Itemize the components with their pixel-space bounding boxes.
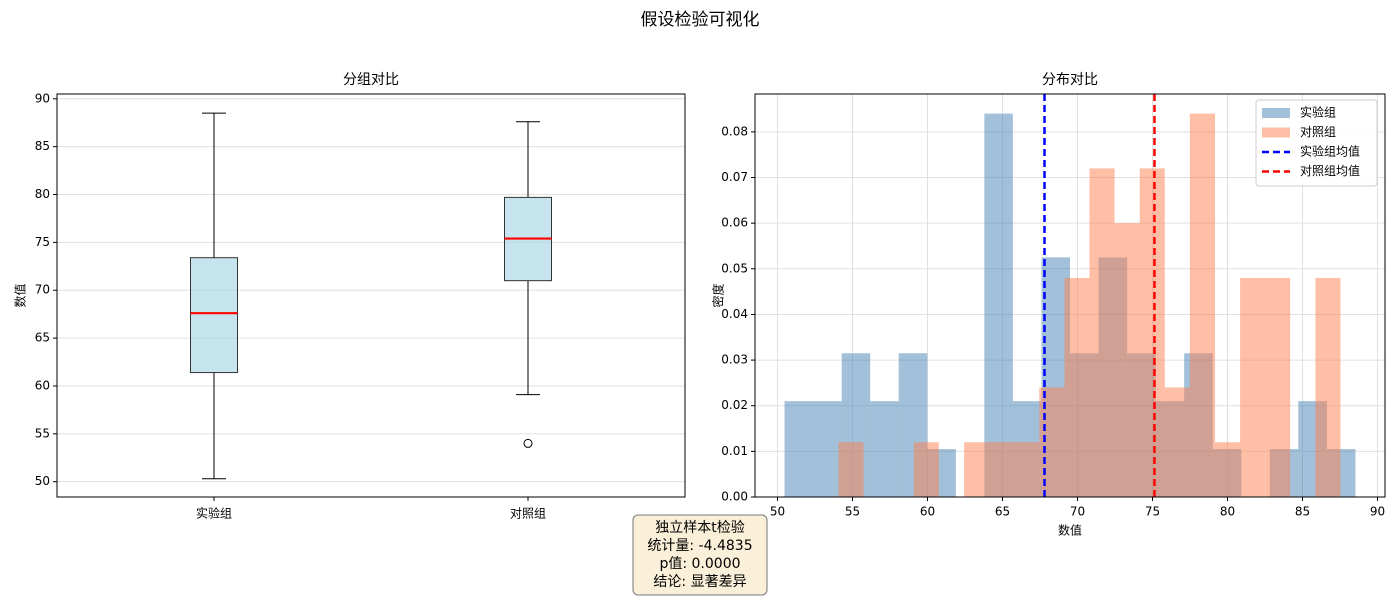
annotation-line: p值: 0.0000 [659, 556, 740, 572]
box [190, 257, 238, 374]
x-tick-label: 85 [1295, 505, 1310, 519]
histogram-bar [1164, 387, 1190, 497]
y-tick-label: 60 [35, 378, 50, 392]
y-tick-label: 80 [35, 187, 50, 201]
y-tick-label: 85 [35, 139, 50, 153]
y-tick-label: 0.07 [721, 170, 748, 184]
y-tick-label: 0.00 [721, 490, 748, 504]
legend-label: 对照组 [1300, 125, 1336, 139]
x-tick-label: 实验组 [196, 506, 232, 521]
x-tick-label: 60 [920, 505, 935, 519]
y-tick-label: 90 [35, 91, 50, 105]
y-tick-label: 50 [35, 474, 50, 488]
flier [523, 438, 533, 448]
x-axis-label: 数值 [1058, 523, 1082, 538]
annotation-line: 独立样本t检验 [655, 520, 745, 536]
histogram-bar [1014, 442, 1040, 497]
x-tick-label: 50 [770, 505, 785, 519]
plot: 0.00 0.01 0.02 0.03 0.04 0.05 0.06 0.07 0.08 50 55… [721, 93, 1386, 519]
histogram-bar [989, 442, 1015, 497]
histogram-bar [984, 113, 1013, 497]
x-tick-label: 80 [1220, 505, 1235, 519]
y-axis-label: 密度 [711, 283, 726, 307]
histogram-bar [813, 401, 842, 497]
histogram-bar [1139, 168, 1165, 497]
y-tick-label: 0.05 [721, 261, 748, 275]
annotation-line: 统计量: -4.4835 [647, 538, 752, 554]
legend-label: 实验组均值 [1300, 144, 1360, 159]
histogram-bar [1089, 168, 1115, 497]
x-tick-label: 75 [1145, 505, 1160, 519]
x-tick-label: 对照组 [510, 507, 546, 521]
y-tick-label: 65 [35, 331, 50, 345]
plot: 50 55 60 65 70 75 80 85 90 实验组 对照组 [35, 91, 686, 521]
histogram-bar [1265, 277, 1291, 497]
x-tick-label: 90 [1370, 505, 1385, 519]
y-tick-label: 0.08 [721, 124, 748, 138]
y-tick-label: 55 [35, 426, 50, 440]
histogram-bar [1189, 113, 1216, 497]
legend-label: 对照组均值 [1300, 163, 1360, 178]
axes-title: 分布对比 [1042, 72, 1098, 88]
annotation-line: 结论: 显著差异 [653, 574, 746, 590]
histogram-bar [784, 401, 814, 497]
y-tick-label: 0.06 [721, 216, 748, 230]
histogram-bar [913, 442, 939, 497]
histogram-bar [1114, 223, 1140, 497]
x-tick-label: 65 [995, 505, 1010, 519]
figure-title: 假设检验可视化 [641, 10, 760, 30]
y-tick-label: 0.01 [721, 444, 748, 458]
histogram-bar [1315, 277, 1341, 497]
legend-patch [1262, 127, 1290, 138]
x-tick-label: 70 [1070, 505, 1085, 519]
histogram-bar [1240, 277, 1266, 497]
y-axis-label: 数值 [13, 283, 28, 307]
histogram-bar [1215, 442, 1241, 497]
annotation-box [632, 514, 768, 596]
y-tick-label: 0.02 [721, 398, 748, 412]
axes-title: 分组对比 [343, 72, 399, 88]
histogram-bar [1039, 387, 1065, 497]
x-tick-label: 55 [845, 505, 860, 519]
histogram-bar [838, 442, 864, 497]
axes-frame [754, 93, 1386, 498]
y-tick-label: 0.04 [721, 307, 748, 321]
axes-frame [56, 93, 686, 498]
legend-frame [1255, 99, 1378, 187]
y-tick-label: 0.03 [721, 353, 748, 367]
legend-patch [1262, 108, 1290, 118]
legend-label: 实验组 [1300, 105, 1336, 120]
y-tick-label: 70 [35, 283, 50, 297]
histogram-bar [870, 401, 899, 497]
y-tick-label: 75 [35, 235, 50, 249]
histogram-bar [1064, 277, 1090, 497]
histogram-bar [964, 442, 990, 497]
